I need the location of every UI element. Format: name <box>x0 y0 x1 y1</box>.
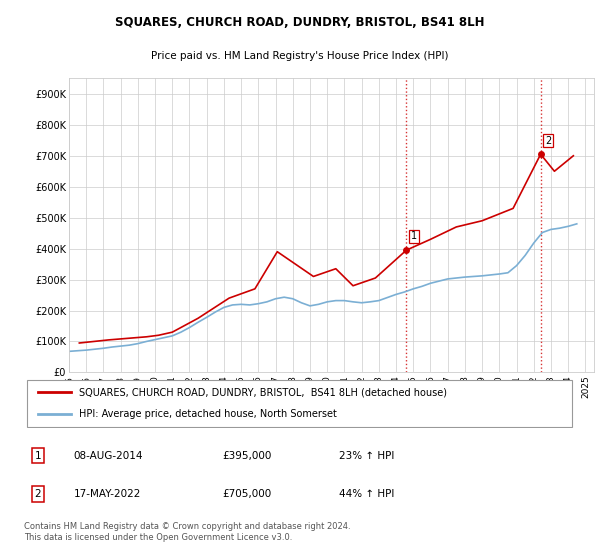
Text: 08-AUG-2014: 08-AUG-2014 <box>74 450 143 460</box>
Text: 23% ↑ HPI: 23% ↑ HPI <box>338 450 394 460</box>
Text: 44% ↑ HPI: 44% ↑ HPI <box>338 489 394 499</box>
Text: 2: 2 <box>34 489 41 499</box>
FancyBboxPatch shape <box>27 380 572 427</box>
Text: 2: 2 <box>545 136 551 146</box>
Text: 17-MAY-2022: 17-MAY-2022 <box>74 489 141 499</box>
Text: 1: 1 <box>410 231 417 241</box>
Text: £395,000: £395,000 <box>223 450 272 460</box>
Text: HPI: Average price, detached house, North Somerset: HPI: Average price, detached house, Nort… <box>79 409 337 419</box>
Text: Contains HM Land Registry data © Crown copyright and database right 2024.
This d: Contains HM Land Registry data © Crown c… <box>24 522 350 543</box>
Text: SQUARES, CHURCH ROAD, DUNDRY, BRISTOL, BS41 8LH: SQUARES, CHURCH ROAD, DUNDRY, BRISTOL, B… <box>115 16 485 29</box>
Text: Price paid vs. HM Land Registry's House Price Index (HPI): Price paid vs. HM Land Registry's House … <box>151 51 449 61</box>
Text: SQUARES, CHURCH ROAD, DUNDRY, BRISTOL,  BS41 8LH (detached house): SQUARES, CHURCH ROAD, DUNDRY, BRISTOL, B… <box>79 387 447 397</box>
Text: £705,000: £705,000 <box>223 489 272 499</box>
Text: 1: 1 <box>34 450 41 460</box>
